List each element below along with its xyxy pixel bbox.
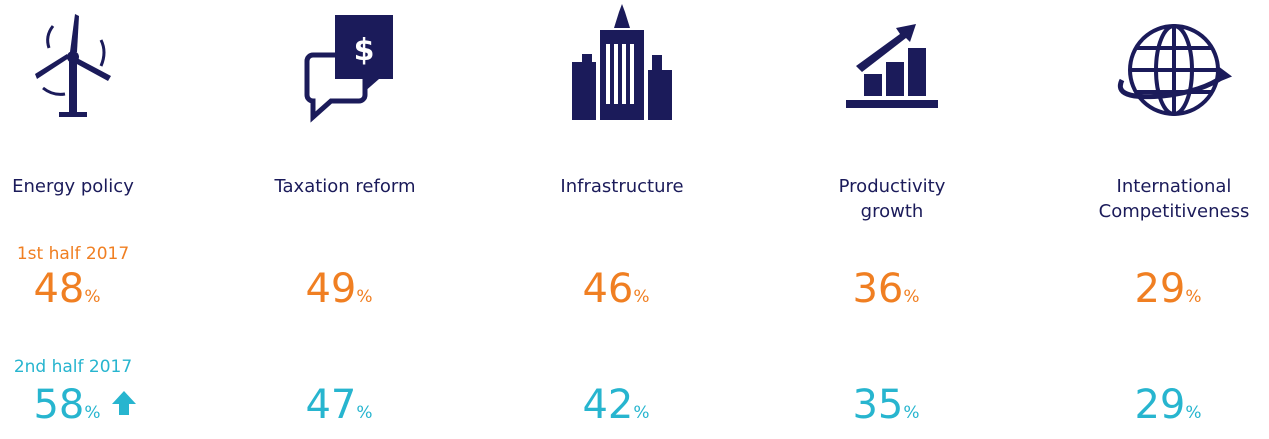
value: 46% [582,266,649,312]
value: 35% [852,382,919,428]
value-unit: % [84,287,100,307]
value: 36% [852,266,919,312]
icons: $ [35,4,1233,123]
item-label: Competitiveness [1099,201,1250,222]
value: 48% [33,266,100,312]
value-unit: % [903,403,919,423]
value-unit: % [356,287,372,307]
item-label: Infrastructure [560,176,683,197]
item-label: growth [861,201,924,222]
item-label: Taxation reform [274,176,416,197]
value: 58% [33,382,100,428]
value-unit: % [1185,403,1201,423]
value-number: 29 [1134,266,1185,312]
value-number: 48 [33,266,84,312]
value-number: 58 [33,382,84,428]
item-label: Energy policy [12,176,134,197]
value-number: 35 [852,382,903,428]
buildings-icon [572,4,672,120]
value-number: 49 [305,266,356,312]
value: 47% [305,382,372,428]
value-unit: % [633,403,649,423]
value-number: 46 [582,266,633,312]
tax-bubbles-icon: $ [304,15,393,123]
value-number: 36 [852,266,903,312]
value-unit: % [633,287,649,307]
item-label: Productivity [839,176,946,197]
svg-text:$: $ [354,33,375,68]
value-number: 42 [582,382,633,428]
period-label: 1st half 2017 [17,244,129,264]
value: 29% [1134,266,1201,312]
value: 49% [305,266,372,312]
value-number: 47 [305,382,356,428]
growth-icon [846,24,938,108]
period-label: 2nd half 2017 [14,357,132,377]
globe-icon [1117,24,1233,116]
value-unit: % [84,403,100,423]
item-label: International [1117,176,1232,197]
value-unit: % [356,403,372,423]
value-unit: % [903,287,919,307]
value-number: 29 [1134,382,1185,428]
up-arrow [112,391,136,415]
wind-turbine-icon [35,14,111,117]
value: 29% [1134,382,1201,428]
value-unit: % [1185,287,1201,307]
value: 42% [582,382,649,428]
